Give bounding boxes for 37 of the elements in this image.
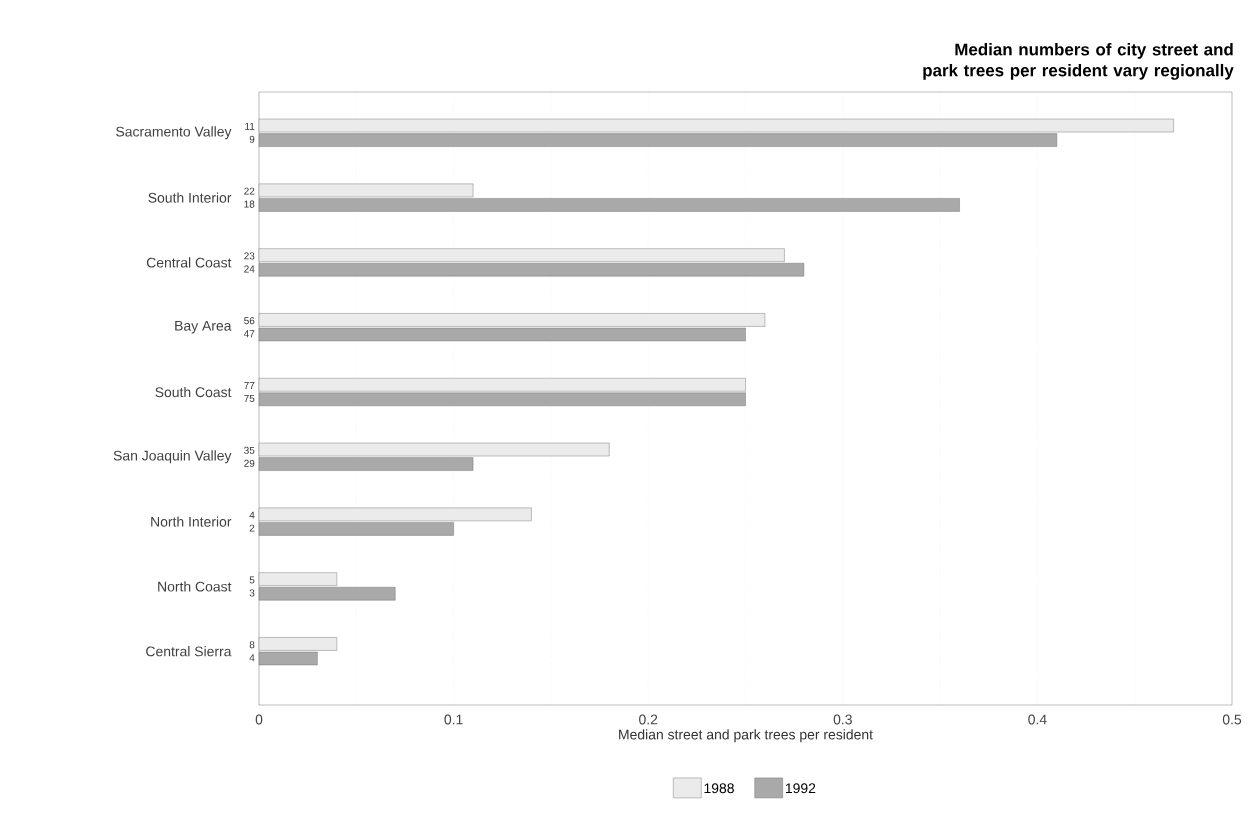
x-tick-label: 0.5 <box>1222 714 1242 725</box>
text: 4 <box>249 511 255 519</box>
y-tick-label: North Coast <box>158 581 232 592</box>
text: 22 <box>244 187 255 195</box>
text: 2 <box>249 524 255 532</box>
text: 35 <box>244 446 255 454</box>
legend-label: 1992 <box>785 783 816 794</box>
text: 56 <box>244 317 255 325</box>
x-tick-label: 0.4 <box>1028 714 1047 725</box>
text: 18 <box>244 200 255 208</box>
text: 11 <box>245 122 255 130</box>
text: 8 <box>249 641 255 649</box>
y-tick-label: South Coast <box>155 386 232 398</box>
y-tick-label: Central Coast <box>146 257 232 268</box>
text: 9 <box>249 135 255 143</box>
text: 23 <box>244 252 255 260</box>
text: 3 <box>249 589 255 597</box>
x-tick-label: 0 <box>255 714 263 725</box>
text: 24 <box>244 265 255 273</box>
y-tick-label: Bay Area <box>175 320 232 334</box>
x-axis-title: Median street and park trees per resident <box>619 729 873 743</box>
x-tick-label: 0.3 <box>833 714 852 725</box>
legend-label: 1988 <box>704 783 734 794</box>
x-tick-label: 0.1 <box>444 714 463 725</box>
chart-title: Median numbers of city street and park trees per resident vary regionally <box>923 43 1234 80</box>
y-tick-label: Sacramento Valley <box>116 126 232 140</box>
text: 4 <box>249 654 255 662</box>
text: 75 <box>244 395 255 402</box>
y-tick-label: North Interior <box>151 516 232 527</box>
y-tick-label: Central Sierra <box>146 646 232 657</box>
text: 47 <box>243 330 255 338</box>
x-tick-label: 0.2 <box>639 714 658 725</box>
y-tick-label: South Interior <box>148 192 232 203</box>
text: 77 <box>244 382 255 389</box>
y-tick-label: San Joaquin Valley <box>113 450 232 464</box>
text: 5 <box>249 576 255 584</box>
text: 29 <box>244 459 255 467</box>
